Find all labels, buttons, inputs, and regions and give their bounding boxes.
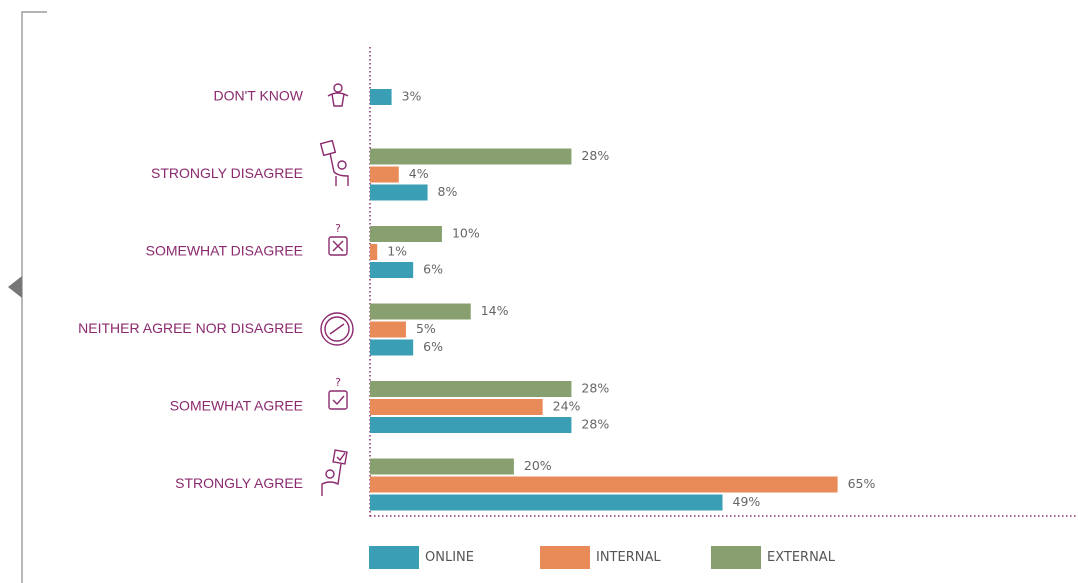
bar xyxy=(370,184,428,201)
legend-label: EXTERNAL xyxy=(767,550,836,565)
data-label: 28% xyxy=(581,148,609,163)
bar xyxy=(370,148,572,165)
legend-swatch xyxy=(540,546,590,569)
category-label: NEITHER AGREE NOR DISAGREE xyxy=(78,320,303,336)
bar xyxy=(370,303,471,320)
data-label: 6% xyxy=(423,339,443,354)
category-label: DON'T KNOW xyxy=(213,88,303,104)
legend-label: ONLINE xyxy=(425,550,474,565)
bar xyxy=(370,458,514,475)
data-label: 28% xyxy=(581,381,609,396)
bar xyxy=(370,321,406,338)
category-label: SOMEWHAT AGREE xyxy=(170,398,303,414)
data-label: 8% xyxy=(438,184,458,199)
legend-label: INTERNAL xyxy=(596,550,661,565)
frame-arrow xyxy=(8,276,22,298)
bar xyxy=(370,417,572,433)
bar xyxy=(370,226,442,242)
bar xyxy=(370,476,838,493)
data-label: 4% xyxy=(409,166,429,181)
icons: ? ? xyxy=(319,83,354,496)
data-label: 3% xyxy=(402,89,422,104)
data-label: 65% xyxy=(848,476,876,491)
svg-text:?: ? xyxy=(335,222,341,235)
legend-swatch xyxy=(369,546,419,569)
bar xyxy=(370,244,378,260)
legend-swatch xyxy=(711,546,761,569)
bar xyxy=(370,166,399,183)
bar xyxy=(370,89,392,105)
bar xyxy=(370,381,572,397)
data-label: 10% xyxy=(452,226,480,241)
bar xyxy=(370,339,414,356)
data-label: 5% xyxy=(416,321,436,336)
bar xyxy=(370,399,543,415)
data-label: 20% xyxy=(524,458,552,473)
data-label: 49% xyxy=(733,494,761,509)
data-label: 6% xyxy=(423,262,443,277)
data-label: 14% xyxy=(481,303,509,318)
data-label: 28% xyxy=(581,417,609,432)
svg-text:?: ? xyxy=(335,376,341,389)
category-label: SOMEWHAT DISAGREE xyxy=(146,243,303,259)
data-label: 1% xyxy=(387,244,407,259)
bar xyxy=(370,262,414,278)
frame xyxy=(21,11,47,583)
data-label: 24% xyxy=(553,399,581,414)
category-label: STRONGLY DISAGREE xyxy=(151,165,303,181)
category-label: STRONGLY AGREE xyxy=(175,475,303,491)
bar xyxy=(370,494,723,511)
